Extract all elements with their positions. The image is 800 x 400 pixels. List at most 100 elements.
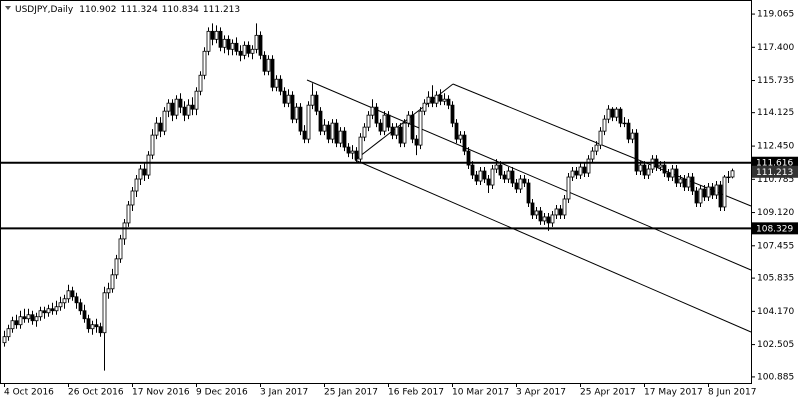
candle-body bbox=[158, 122, 163, 132]
candle-body bbox=[90, 324, 95, 330]
candle-body bbox=[478, 170, 483, 182]
candle-body bbox=[374, 106, 379, 124]
y-tick-label: 119.065 bbox=[757, 10, 794, 20]
channel-line bbox=[306, 79, 752, 271]
candle-body bbox=[718, 184, 723, 208]
candle-body bbox=[26, 314, 31, 320]
y-tick-label: 114.125 bbox=[757, 108, 794, 118]
candle-body bbox=[70, 290, 75, 298]
candle-body bbox=[378, 122, 383, 132]
candle-body bbox=[314, 94, 319, 112]
candle-body bbox=[518, 178, 523, 190]
candle-body bbox=[598, 130, 603, 146]
x-tick-label: 10 Mar 2017 bbox=[452, 388, 509, 398]
candle-body bbox=[386, 114, 391, 128]
candle-body bbox=[182, 106, 187, 116]
candle-body bbox=[658, 164, 663, 168]
candle-body bbox=[678, 178, 683, 184]
candle-body bbox=[606, 108, 611, 120]
candle-body bbox=[346, 146, 351, 154]
candle-body bbox=[662, 164, 667, 174]
candle-body bbox=[22, 316, 27, 320]
candle-body bbox=[498, 164, 503, 176]
candle-body bbox=[474, 174, 479, 182]
candles bbox=[2, 23, 735, 371]
symbol: USDJPY,Daily bbox=[15, 5, 74, 15]
candle-body bbox=[50, 308, 55, 312]
candle-body bbox=[690, 176, 695, 192]
candle-body bbox=[462, 134, 467, 152]
x-tick-label: 3 Jan 2017 bbox=[260, 388, 308, 398]
candle-body bbox=[614, 108, 619, 118]
candle-body bbox=[246, 44, 251, 54]
candle-body bbox=[198, 74, 203, 92]
candle-body bbox=[582, 166, 587, 174]
candle-body bbox=[54, 306, 59, 312]
candle-body bbox=[130, 190, 135, 206]
x-tick-label: 26 Oct 2016 bbox=[68, 388, 124, 398]
candle-body bbox=[94, 324, 99, 328]
last-low: 110.834 bbox=[162, 5, 199, 15]
candle-body bbox=[666, 172, 671, 178]
candle-body bbox=[82, 310, 87, 320]
last-high: 111.324 bbox=[120, 5, 157, 15]
candle-body bbox=[230, 42, 235, 50]
candle-body bbox=[566, 176, 571, 200]
candle-body bbox=[210, 30, 215, 40]
candle-body bbox=[638, 164, 643, 172]
candle-body bbox=[382, 114, 387, 132]
candle-body bbox=[226, 38, 231, 50]
symbol-icon bbox=[5, 6, 11, 10]
candle-body bbox=[154, 122, 159, 136]
candle-body bbox=[238, 50, 243, 56]
candle-body bbox=[110, 274, 115, 290]
candle-body bbox=[58, 302, 63, 308]
candle-body bbox=[562, 198, 567, 216]
candle-body bbox=[410, 114, 415, 140]
candle-body bbox=[670, 168, 675, 178]
candle-body bbox=[610, 108, 615, 118]
candle-body bbox=[694, 190, 699, 204]
candle-body bbox=[286, 94, 291, 104]
candle-body bbox=[34, 316, 39, 322]
candle-body bbox=[114, 258, 119, 276]
candle-body bbox=[118, 238, 123, 260]
channel-line bbox=[354, 159, 752, 333]
candle-body bbox=[146, 154, 151, 176]
candle-body bbox=[274, 78, 279, 88]
candle-body bbox=[510, 170, 515, 184]
candle-body bbox=[466, 150, 471, 166]
candle-body bbox=[494, 164, 499, 170]
candle-body bbox=[258, 34, 263, 56]
candle-body bbox=[534, 210, 539, 216]
x-tick-label: 16 Feb 2017 bbox=[388, 388, 444, 398]
candle-body bbox=[714, 184, 719, 196]
price-box bbox=[752, 222, 798, 235]
candle-body bbox=[702, 188, 707, 198]
candle-body bbox=[574, 170, 579, 176]
candle-body bbox=[550, 214, 555, 224]
candle-body bbox=[262, 54, 267, 72]
candle-body bbox=[698, 188, 703, 204]
y-tick-label: 107.455 bbox=[757, 241, 794, 251]
price-box bbox=[752, 156, 798, 169]
candle-body bbox=[342, 130, 347, 148]
candle-body bbox=[626, 122, 631, 140]
current-price-box bbox=[752, 165, 798, 178]
candle-body bbox=[706, 186, 711, 198]
candle-body bbox=[482, 170, 487, 180]
candle-body bbox=[650, 158, 655, 170]
plot-frame bbox=[0, 0, 752, 384]
candle-body bbox=[86, 318, 91, 330]
candle-body bbox=[502, 174, 507, 180]
candle-body bbox=[366, 114, 371, 128]
candle-body bbox=[526, 182, 531, 204]
candle-body bbox=[686, 176, 691, 188]
candle-body bbox=[222, 38, 227, 48]
candle-body bbox=[334, 122, 339, 144]
candle-body bbox=[106, 288, 111, 294]
candle-body bbox=[350, 150, 355, 154]
y-tick-label: 102.505 bbox=[757, 340, 794, 350]
candle-body bbox=[174, 98, 179, 116]
